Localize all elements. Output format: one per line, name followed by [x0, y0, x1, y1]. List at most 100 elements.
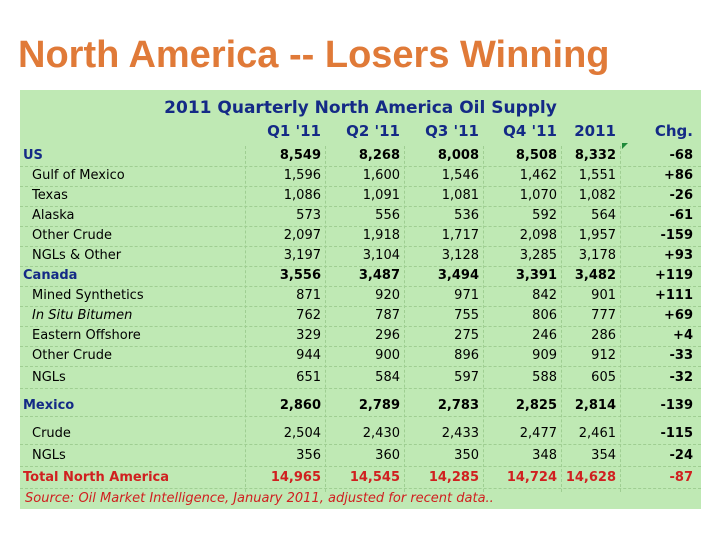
table-cell: 912 [591, 348, 616, 363]
table-cell: 8,508 [515, 148, 557, 163]
table-cell: 1,717 [441, 228, 479, 243]
table-cell: 14,628 [565, 470, 616, 485]
row-label: Total North America [23, 470, 170, 485]
table-cell: 597 [454, 370, 479, 385]
row-divider [20, 166, 701, 167]
table-row: US 8,549 8,268 8,008 8,508 8,332 -68 [20, 146, 701, 166]
table-cell: 329 [296, 328, 321, 343]
table-cell: 2,783 [437, 398, 479, 413]
table-cell: +119 [654, 268, 693, 283]
row-label: Mexico [23, 398, 75, 413]
table-cell: 2,097 [283, 228, 321, 243]
table-cell: 14,285 [428, 470, 479, 485]
table-title: 2011 Quarterly North America Oil Supply [164, 98, 557, 118]
slide-title: North America -- Losers Winning [18, 34, 610, 76]
table-cell: 3,104 [362, 248, 400, 263]
table-cell: 2,860 [279, 398, 321, 413]
table-cell: 1,551 [578, 168, 616, 183]
table-cell: 1,082 [578, 188, 616, 203]
table-cell: 971 [454, 288, 479, 303]
column-divider [483, 146, 484, 492]
table-cell: 1,918 [362, 228, 400, 243]
row-divider [20, 286, 701, 287]
table-cell: 1,596 [283, 168, 321, 183]
table-row: NGLs 356 360 350 348 354 -24 [20, 446, 701, 466]
table-cell: -115 [660, 426, 693, 441]
row-divider [20, 306, 701, 307]
row-divider [20, 246, 701, 247]
table-cell: 14,724 [506, 470, 557, 485]
table-cell: 3,556 [279, 268, 321, 283]
table-row: Mined Synthetics 871 920 971 842 901 +111 [20, 286, 701, 306]
table-cell: 354 [591, 448, 616, 463]
oil-supply-table: 2011 Quarterly North America Oil Supply … [20, 90, 701, 509]
table-cell: 1,070 [519, 188, 557, 203]
table-cell: 2,814 [574, 398, 616, 413]
header-q3: Q3 '11 [425, 122, 479, 140]
table-row: Total North America 14,965 14,545 14,285 14,… [20, 468, 701, 488]
table-cell: 1,091 [362, 188, 400, 203]
table-cell: 588 [532, 370, 557, 385]
table-cell: +4 [673, 328, 693, 343]
table-cell: 1,086 [283, 188, 321, 203]
table-cell: 350 [454, 448, 479, 463]
table-cell: 564 [591, 208, 616, 223]
table-cell: 3,494 [437, 268, 479, 283]
table-cell: 3,482 [574, 268, 616, 283]
table-cell: 787 [375, 308, 400, 323]
table-cell: +69 [664, 308, 693, 323]
table-row: Mexico 2,860 2,789 2,783 2,825 2,814 -139 [20, 396, 701, 416]
column-divider [245, 146, 246, 492]
table-cell: 900 [375, 348, 400, 363]
row-label: Texas [32, 188, 68, 203]
row-label: NGLs [32, 448, 66, 463]
table-cell: 762 [296, 308, 321, 323]
table-cell: 246 [532, 328, 557, 343]
table-cell: 755 [454, 308, 479, 323]
table-cell: 2,433 [441, 426, 479, 441]
table-cell: -68 [669, 148, 694, 163]
row-divider [20, 416, 701, 417]
table-cell: 1,546 [441, 168, 479, 183]
table-cell: 8,332 [574, 148, 616, 163]
table-cell: -61 [669, 208, 694, 223]
column-divider [620, 146, 621, 492]
table-cell: 605 [591, 370, 616, 385]
table-cell: -33 [669, 348, 694, 363]
row-divider [20, 388, 701, 389]
header-2011: 2011 [574, 122, 616, 140]
column-divider [404, 146, 405, 492]
table-cell: 360 [375, 448, 400, 463]
row-label: Alaska [32, 208, 75, 223]
row-label: NGLs & Other [32, 248, 122, 263]
table-cell: 1,081 [441, 188, 479, 203]
table-body: US 8,549 8,268 8,008 8,508 8,332 -68 Gulf of Me… [20, 146, 701, 492]
row-divider [20, 346, 701, 347]
table-cell: 14,965 [270, 470, 321, 485]
table-row: Other Crude 944 900 896 909 912 -33 [20, 346, 701, 366]
row-label: Other Crude [32, 228, 112, 243]
row-divider [20, 206, 701, 207]
table-cell: 806 [532, 308, 557, 323]
table-row: In Situ Bitumen 762 787 755 806 777 +69 [20, 306, 701, 326]
table-cell: 3,487 [358, 268, 400, 283]
table-row: Texas 1,086 1,091 1,081 1,070 1,082 -26 [20, 186, 701, 206]
table-cell: 8,549 [279, 148, 321, 163]
row-divider [20, 266, 701, 267]
row-divider [20, 466, 701, 467]
table-cell: -32 [669, 370, 694, 385]
table-cell: 592 [532, 208, 557, 223]
table-cell: 8,008 [437, 148, 479, 163]
table-cell: 556 [375, 208, 400, 223]
table-cell: 3,285 [519, 248, 557, 263]
source-note: Source: Oil Market Intelligence, January… [25, 491, 494, 506]
table-row: Eastern Offshore 329 296 275 246 286 +4 [20, 326, 701, 346]
table-cell: 1,957 [578, 228, 616, 243]
row-divider [20, 226, 701, 227]
table-cell: -26 [669, 188, 694, 203]
table-cell: 1,600 [362, 168, 400, 183]
table-row: NGLs 651 584 597 588 605 -32 [20, 368, 701, 388]
row-label: Gulf of Mexico [32, 168, 125, 183]
table-row: Crude 2,504 2,430 2,433 2,477 2,461 -115 [20, 424, 701, 444]
table-cell: 3,128 [441, 248, 479, 263]
